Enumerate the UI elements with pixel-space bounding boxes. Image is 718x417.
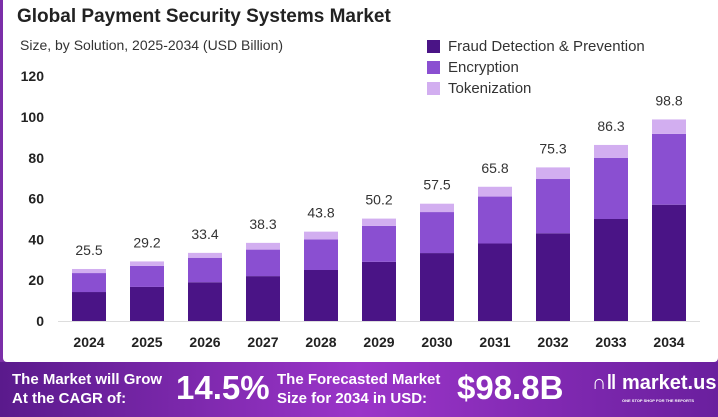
bar-segment [304, 270, 338, 321]
x-tick-label: 2033 [595, 334, 626, 350]
data-label: 98.8 [655, 92, 682, 108]
forecast-value: $98.8B [457, 369, 564, 406]
bar-segment [536, 167, 570, 180]
x-tick-label: 2024 [73, 334, 104, 350]
bar-segment [652, 133, 686, 205]
bar-segment [362, 225, 396, 262]
bar-segment [594, 144, 628, 158]
bar-segment [478, 243, 512, 321]
legend-swatch [427, 40, 440, 53]
bar-segment [652, 204, 686, 321]
x-tick-label: 2026 [189, 334, 220, 350]
legend-item: Tokenization [427, 78, 645, 99]
bar-segment [188, 257, 222, 283]
legend: Fraud Detection & Prevention Encryption … [427, 36, 645, 99]
bar-segment [130, 286, 164, 321]
cagr-value: 14.5% [176, 369, 270, 406]
bar-segment [362, 218, 396, 226]
data-label: 65.8 [481, 160, 508, 176]
bar-segment [478, 196, 512, 244]
bar-segment [246, 249, 280, 277]
bar-segment [420, 203, 454, 213]
y-tick-label: 60 [28, 191, 44, 207]
legend-swatch [427, 82, 440, 95]
cagr-label: The Market will Grow At the CAGR of: [12, 371, 163, 407]
y-tick-label: 40 [28, 231, 44, 247]
bar-segment [130, 265, 164, 287]
chart-subtitle: Size, by Solution, 2025-2034 (USD Billio… [20, 37, 284, 53]
bar-segment [130, 261, 164, 266]
data-label: 25.5 [75, 242, 102, 258]
x-tick-label: 2030 [421, 334, 452, 350]
legend-swatch [427, 61, 440, 74]
bar-segment [420, 253, 454, 321]
x-tick-label: 2029 [363, 334, 394, 350]
bar-segment [594, 157, 628, 219]
bar-segment [72, 273, 106, 293]
bar-segment [304, 231, 338, 240]
bar-segment [536, 179, 570, 234]
x-tick-label: 2031 [479, 334, 510, 350]
y-tick-label: 80 [28, 150, 44, 166]
data-label: 38.3 [249, 216, 276, 232]
bar-segment [72, 292, 106, 321]
bar-segment [188, 252, 222, 258]
bar-segment [536, 233, 570, 321]
plot-area: 0 20 40 60 80 100 120 25.5 2024 29.2 2025 33.4 2026 3… [21, 68, 700, 350]
data-label: 50.2 [365, 192, 392, 208]
legend-item: Fraud Detection & Prevention [427, 36, 645, 57]
x-tick-label: 2027 [247, 334, 278, 350]
legend-item: Encryption [427, 57, 645, 78]
data-label: 33.4 [191, 226, 218, 242]
y-tick-label: 20 [28, 272, 44, 288]
legend-label: Encryption [448, 59, 519, 76]
bar-segment [246, 276, 280, 321]
summary-banner: The Market will Grow At the CAGR of: 14.5… [0, 362, 718, 417]
bar-segment [420, 212, 454, 254]
brand-tagline: ONE STOP SHOP FOR THE REPORTS [622, 398, 695, 403]
legend-label: Fraud Detection & Prevention [448, 38, 645, 55]
bar-segment [246, 242, 280, 250]
y-tick-label: 0 [36, 313, 44, 329]
x-tick-label: 2028 [305, 334, 336, 350]
bar-segment [304, 239, 338, 270]
bar-segment [478, 186, 512, 197]
data-label: 75.3 [539, 140, 566, 156]
data-label: 29.2 [133, 234, 160, 250]
brand-logo: ∩‖ market.us [592, 372, 717, 394]
bar-segment [72, 268, 106, 274]
y-tick-label: 100 [21, 109, 45, 125]
y-tick-label: 120 [21, 68, 45, 84]
x-tick-label: 2034 [653, 334, 684, 350]
legend-label: Tokenization [448, 80, 532, 97]
bar-segment [652, 119, 686, 134]
data-label: 57.5 [423, 177, 450, 193]
x-tick-label: 2025 [131, 334, 162, 350]
bar-segment [188, 282, 222, 321]
x-tick-label: 2032 [537, 334, 568, 350]
data-label: 43.8 [307, 205, 334, 221]
bar-segment [594, 219, 628, 321]
logo-icon: ∩‖ [592, 372, 622, 394]
chart-title: Global Payment Security Systems Market [17, 6, 391, 27]
forecast-label: The Forecasted Market Size for 2034 in US… [277, 371, 441, 407]
data-label: 86.3 [597, 118, 624, 134]
bar-segment [362, 261, 396, 321]
